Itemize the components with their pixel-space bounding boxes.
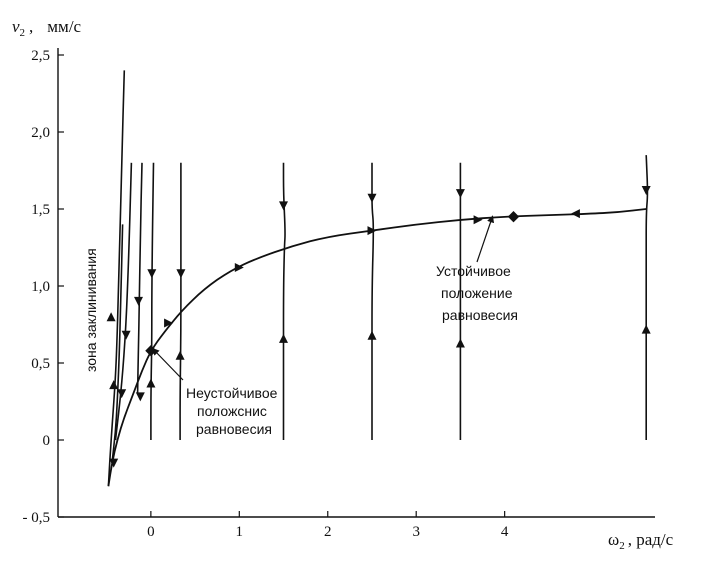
- unstable-label-line-3: равновесия: [196, 421, 272, 437]
- direction-arrow-icon: [234, 263, 244, 272]
- y-tick-label: - 0,5: [23, 510, 51, 526]
- direction-arrow-icon: [641, 324, 651, 334]
- trajectory-4-line: [150, 162, 155, 440]
- direction-arrow-icon: [367, 226, 377, 236]
- direction-arrow-icon: [455, 189, 465, 199]
- y-tick-label: 1,0: [31, 279, 50, 295]
- direction-arrow-icon: [279, 201, 288, 211]
- direction-arrow-icon: [455, 338, 465, 348]
- y-axis-label: v2, мм/с: [12, 17, 82, 39]
- main-curve: [107, 208, 647, 487]
- trajectory-6-line: [282, 162, 286, 440]
- unstable-label-line-1: Неустойчивое: [186, 385, 278, 401]
- direction-arrow-icon: [367, 193, 377, 203]
- direction-arrow-icon: [134, 296, 143, 306]
- trajectory-5-line: [179, 162, 182, 441]
- stable-equilibrium-point: [507, 211, 520, 223]
- x-tick-label: 0: [147, 524, 155, 540]
- direction-arrow-icon: [570, 209, 580, 219]
- y-tick-label: 2,5: [31, 48, 50, 64]
- unstable-pointer-line: [151, 347, 184, 381]
- x-tick-label: 1: [236, 524, 244, 540]
- y-tick-label: 0: [43, 433, 51, 449]
- stable-pointer-line: [476, 215, 495, 263]
- direction-arrow-icon: [641, 186, 651, 195]
- stable-label-line-2: положение: [441, 285, 513, 301]
- trajectory-9-line: [645, 155, 649, 440]
- unstable-equilibrium-annotation: Неустойчивое положснис равновесия: [151, 347, 278, 437]
- stable-label-line-3: равновесия: [442, 307, 518, 323]
- left-spike-line: [107, 70, 126, 487]
- direction-arrow-icon: [176, 269, 186, 279]
- x-axis-label: ω2, рад/с: [608, 530, 674, 552]
- x-tick-label: 2: [324, 524, 332, 540]
- y-tick-label: 2,0: [31, 125, 50, 141]
- direction-arrow-icon: [473, 215, 483, 225]
- direction-arrow-icon: [146, 378, 156, 388]
- stable-equilibrium-annotation: Устойчивое положение равновесия: [436, 215, 518, 323]
- trajectory-1-line: [111, 224, 124, 464]
- stable-label-line-1: Устойчивое: [436, 263, 511, 279]
- direction-arrow-icon: [109, 380, 119, 390]
- unstable-label-line-2: положснис: [197, 403, 267, 419]
- direction-arrow-icon: [147, 269, 157, 279]
- direction-arrow-icon: [367, 330, 377, 340]
- direction-arrow-icon: [279, 333, 288, 343]
- direction-arrow-icon: [109, 458, 119, 468]
- direction-arrow-icon: [106, 312, 116, 322]
- trajectory-7-line: [371, 162, 375, 440]
- x-tick-label: 4: [501, 524, 509, 540]
- trajectory-3-line: [136, 162, 143, 394]
- trajectory-2-line: [114, 162, 133, 441]
- x-tick-label: 3: [412, 524, 420, 540]
- lock-zone-annotation: зона заклинивания: [83, 248, 99, 372]
- direction-arrow-icon: [117, 389, 127, 399]
- direction-arrow-icon: [164, 318, 174, 328]
- direction-arrow-icon: [135, 392, 145, 402]
- y-tick-label: 1,5: [31, 202, 50, 218]
- direction-arrow-icon: [121, 330, 131, 340]
- direction-arrow-icon: [175, 350, 185, 360]
- y-tick-label: 0,5: [31, 356, 50, 372]
